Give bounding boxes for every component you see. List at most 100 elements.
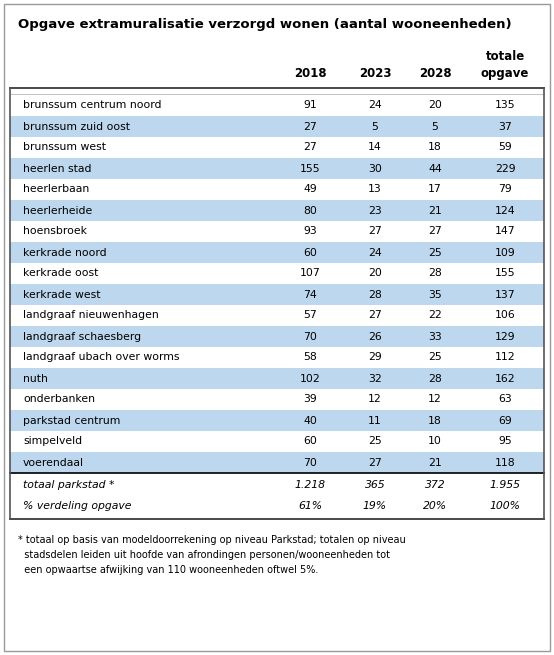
Text: 1.218: 1.218 — [295, 479, 326, 489]
Text: kerkrade oost: kerkrade oost — [23, 269, 99, 278]
Text: 63: 63 — [498, 394, 512, 405]
Text: 109: 109 — [495, 248, 515, 257]
Text: 135: 135 — [495, 100, 515, 111]
Text: 12: 12 — [368, 394, 382, 405]
Text: 2018: 2018 — [294, 67, 326, 80]
Text: 1.955: 1.955 — [490, 479, 521, 489]
Bar — [10, 452, 544, 473]
Text: 5: 5 — [372, 121, 378, 132]
Text: 13: 13 — [368, 185, 382, 195]
Text: 26: 26 — [368, 331, 382, 341]
Text: 118: 118 — [495, 457, 515, 468]
Text: 22: 22 — [428, 310, 442, 320]
Text: landgraaf ubach over worms: landgraaf ubach over worms — [23, 352, 179, 362]
Text: 372: 372 — [425, 479, 445, 489]
Text: brunssum centrum noord: brunssum centrum noord — [23, 100, 162, 111]
Bar — [10, 242, 544, 263]
Text: 61%: 61% — [298, 500, 322, 510]
Bar — [10, 88, 544, 519]
Text: 24: 24 — [368, 248, 382, 257]
Text: % verdeling opgave: % verdeling opgave — [23, 500, 131, 510]
Text: 21: 21 — [428, 206, 442, 215]
Text: nuth: nuth — [23, 373, 48, 383]
Text: 58: 58 — [303, 352, 317, 362]
Text: onderbanken: onderbanken — [23, 394, 95, 405]
Text: 106: 106 — [495, 310, 515, 320]
Text: voerendaal: voerendaal — [23, 457, 84, 468]
Text: 70: 70 — [303, 457, 317, 468]
Text: 112: 112 — [495, 352, 515, 362]
Text: 14: 14 — [368, 143, 382, 153]
Text: 27: 27 — [303, 121, 317, 132]
Text: heerlerheide: heerlerheide — [23, 206, 93, 215]
Text: 2028: 2028 — [419, 67, 452, 80]
Bar — [10, 200, 544, 221]
Text: 27: 27 — [368, 227, 382, 236]
Text: landgraaf nieuwenhagen: landgraaf nieuwenhagen — [23, 310, 159, 320]
Text: 49: 49 — [303, 185, 317, 195]
Text: 365: 365 — [365, 479, 386, 489]
Text: 18: 18 — [428, 143, 442, 153]
Bar — [10, 368, 544, 389]
Bar — [10, 116, 544, 137]
Text: 25: 25 — [428, 248, 442, 257]
Text: * totaal op basis van modeldoorrekening op niveau Parkstad; totalen op niveau: * totaal op basis van modeldoorrekening … — [18, 535, 406, 545]
Text: 28: 28 — [368, 290, 382, 299]
Text: 91: 91 — [303, 100, 317, 111]
Text: 107: 107 — [300, 269, 320, 278]
Text: heerlen stad: heerlen stad — [23, 164, 91, 174]
Text: 129: 129 — [495, 331, 515, 341]
Bar — [10, 284, 544, 305]
Text: 60: 60 — [303, 248, 317, 257]
Text: 20%: 20% — [423, 500, 447, 510]
Text: 12: 12 — [428, 394, 442, 405]
Text: kerkrade noord: kerkrade noord — [23, 248, 106, 257]
Text: 39: 39 — [303, 394, 317, 405]
Text: 69: 69 — [498, 415, 512, 426]
Text: 28: 28 — [428, 269, 442, 278]
Text: 155: 155 — [495, 269, 515, 278]
Text: 79: 79 — [498, 185, 512, 195]
Text: hoensbroek: hoensbroek — [23, 227, 87, 236]
Text: 25: 25 — [368, 436, 382, 447]
Text: 27: 27 — [428, 227, 442, 236]
Text: totale: totale — [485, 50, 525, 63]
Text: 155: 155 — [300, 164, 320, 174]
Text: 37: 37 — [498, 121, 512, 132]
Text: 11: 11 — [368, 415, 382, 426]
Text: 80: 80 — [303, 206, 317, 215]
Bar — [10, 326, 544, 347]
Text: 57: 57 — [303, 310, 317, 320]
Text: 124: 124 — [495, 206, 515, 215]
Text: parkstad centrum: parkstad centrum — [23, 415, 120, 426]
Bar — [10, 410, 544, 431]
Text: 59: 59 — [498, 143, 512, 153]
Text: totaal parkstad *: totaal parkstad * — [23, 479, 115, 489]
Text: landgraaf schaesberg: landgraaf schaesberg — [23, 331, 141, 341]
Text: 10: 10 — [428, 436, 442, 447]
Text: 27: 27 — [303, 143, 317, 153]
Text: Opgave extramuralisatie verzorgd wonen (aantal wooneenheden): Opgave extramuralisatie verzorgd wonen (… — [18, 18, 512, 31]
Text: een opwaartse afwijking van 110 wooneenheden oftwel 5%.: een opwaartse afwijking van 110 wooneenh… — [18, 565, 319, 575]
Text: 93: 93 — [303, 227, 317, 236]
Text: simpelveld: simpelveld — [23, 436, 82, 447]
Text: 40: 40 — [303, 415, 317, 426]
Text: 24: 24 — [368, 100, 382, 111]
Text: 17: 17 — [428, 185, 442, 195]
Text: 23: 23 — [368, 206, 382, 215]
Text: 74: 74 — [303, 290, 317, 299]
Text: 27: 27 — [368, 310, 382, 320]
Text: 20: 20 — [428, 100, 442, 111]
Text: 137: 137 — [495, 290, 515, 299]
Text: 147: 147 — [495, 227, 515, 236]
Text: 35: 35 — [428, 290, 442, 299]
Text: 44: 44 — [428, 164, 442, 174]
Text: 30: 30 — [368, 164, 382, 174]
Text: 18: 18 — [428, 415, 442, 426]
Bar — [10, 158, 544, 179]
Text: heerlerbaan: heerlerbaan — [23, 185, 89, 195]
Text: 95: 95 — [498, 436, 512, 447]
Text: 33: 33 — [428, 331, 442, 341]
Text: kerkrade west: kerkrade west — [23, 290, 100, 299]
Text: 60: 60 — [303, 436, 317, 447]
